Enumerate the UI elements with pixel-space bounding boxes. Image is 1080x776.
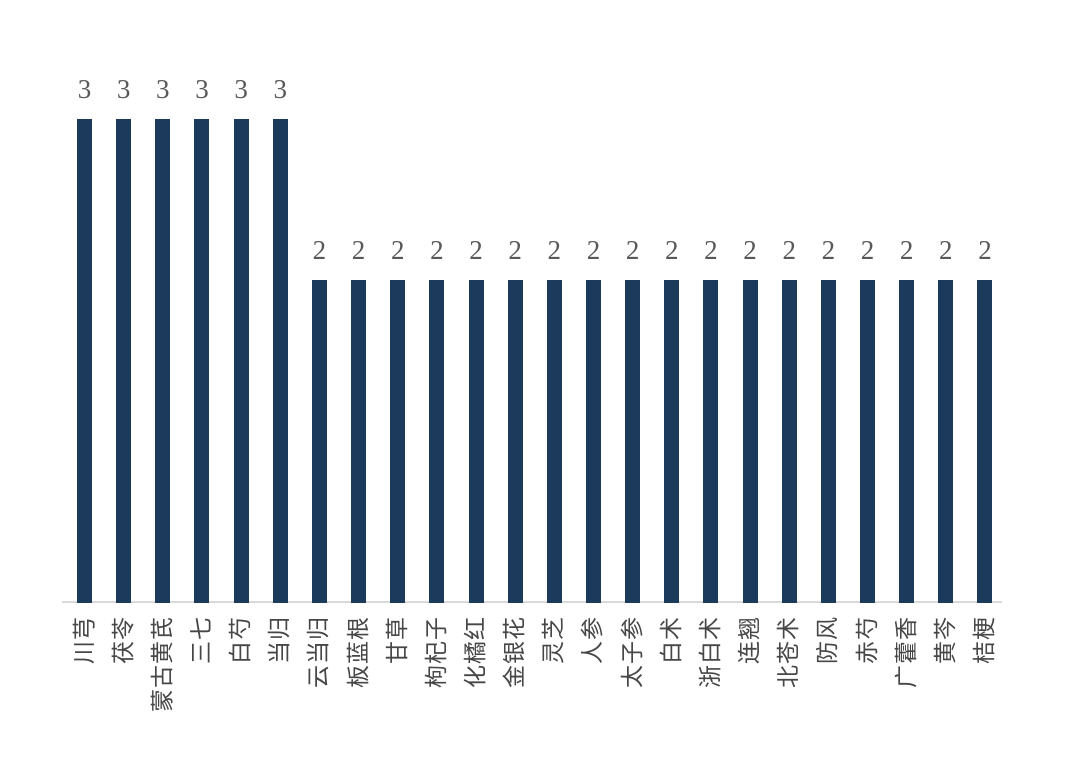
bar: [233, 119, 249, 603]
x-axis-label: 茯苓: [110, 616, 136, 664]
x-axis-label: 人参: [580, 616, 606, 664]
x-axis-label: 灵芝: [541, 616, 567, 664]
bar-value-label: 3: [156, 74, 170, 104]
bar: [429, 280, 445, 603]
bar: [860, 280, 875, 603]
bar: [977, 280, 993, 603]
bar: [77, 119, 92, 603]
bar-value-label: 3: [273, 74, 288, 104]
x-axis-label: 云当归: [306, 616, 332, 688]
x-axis-label: 甘草: [384, 616, 410, 664]
bar: [351, 280, 367, 603]
x-axis-label: 浙白术: [697, 616, 723, 688]
bar: [820, 280, 836, 603]
x-axis-label: 白术: [658, 616, 684, 664]
bar: [272, 119, 288, 603]
bar-value-label: 2: [351, 235, 366, 265]
x-axis-label: 枸杞子: [423, 616, 449, 688]
x-axis-label: 连翘: [737, 616, 763, 664]
bar: [742, 280, 758, 603]
bar-value-label: 2: [390, 235, 405, 265]
bar: [546, 280, 562, 603]
bar: [194, 119, 210, 603]
bar-value-label: 2: [939, 235, 953, 265]
x-axis-label: 桔梗: [971, 616, 997, 664]
x-axis-label: 板蓝根: [345, 616, 371, 688]
x-axis-label: 蒙古黄芪: [149, 616, 175, 712]
bar: [311, 280, 327, 603]
bar-value-label: 2: [704, 235, 718, 265]
bar: [390, 280, 406, 603]
bar: [938, 280, 954, 603]
bar-value-label: 2: [821, 235, 836, 265]
x-axis-label: 防风: [815, 616, 841, 664]
bar: [507, 280, 523, 603]
x-axis-label: 白芍: [228, 616, 254, 664]
bar-value-label: 3: [234, 74, 248, 104]
x-axis-label: 太子参: [619, 616, 645, 688]
bar: [585, 280, 601, 603]
bar: [664, 280, 680, 603]
bar-value-label: 3: [195, 74, 209, 104]
bar-value-label: 2: [782, 235, 796, 265]
bar-value-label: 2: [508, 235, 522, 265]
x-axis-line: [62, 601, 1002, 603]
bar: [899, 280, 915, 603]
bar: [703, 280, 719, 603]
bar-value-label: 2: [899, 235, 914, 265]
bar-value-label: 3: [77, 74, 92, 104]
x-axis-label: 黄芩: [932, 616, 958, 664]
bar-value-label: 2: [469, 235, 483, 265]
x-axis-label: 赤芍: [854, 616, 880, 664]
bar-value-label: 2: [665, 235, 679, 265]
bar: [625, 280, 641, 603]
bar: [155, 119, 171, 603]
bar: [468, 280, 484, 603]
x-axis-label: 广藿香: [893, 616, 919, 688]
bar-value-label: 2: [743, 235, 757, 265]
x-axis-label: 三七: [188, 616, 214, 664]
bar-value-label: 2: [586, 235, 601, 265]
bar-value-label: 2: [547, 235, 562, 265]
bar-value-label: 2: [430, 235, 444, 265]
x-axis-label: 当归: [267, 616, 293, 664]
x-axis-label: 川芎: [71, 616, 97, 664]
bar-value-label: 2: [312, 235, 327, 265]
bar: [781, 280, 797, 603]
x-axis-label: 金银花: [502, 616, 528, 688]
x-axis-label: 北苍术: [776, 616, 802, 688]
bar-value-label: 3: [116, 74, 131, 104]
bar-value-label: 2: [625, 235, 640, 265]
bar-value-label: 2: [860, 235, 875, 265]
bar: [116, 119, 132, 603]
x-axis-label: 化橘红: [463, 616, 488, 688]
bar-value-label: 2: [978, 235, 992, 265]
